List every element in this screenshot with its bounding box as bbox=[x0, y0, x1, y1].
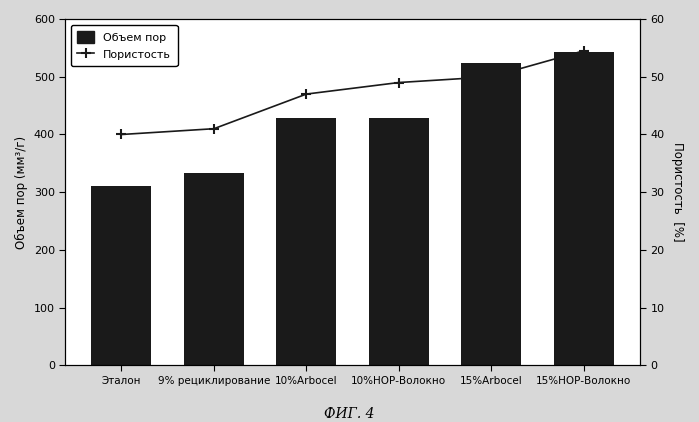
Legend: Объем пор, Пористость: Объем пор, Пористость bbox=[71, 24, 178, 66]
Text: ФИГ. 4: ФИГ. 4 bbox=[324, 407, 375, 421]
Bar bbox=[369, 118, 429, 365]
Bar bbox=[276, 118, 336, 365]
Bar bbox=[461, 63, 521, 365]
Bar bbox=[554, 52, 614, 365]
Bar bbox=[184, 173, 244, 365]
Y-axis label: Пористость  [%]: Пористость [%] bbox=[671, 143, 684, 242]
Bar bbox=[92, 187, 152, 365]
Y-axis label: Объем пор (мм³/г): Объем пор (мм³/г) bbox=[15, 136, 28, 249]
